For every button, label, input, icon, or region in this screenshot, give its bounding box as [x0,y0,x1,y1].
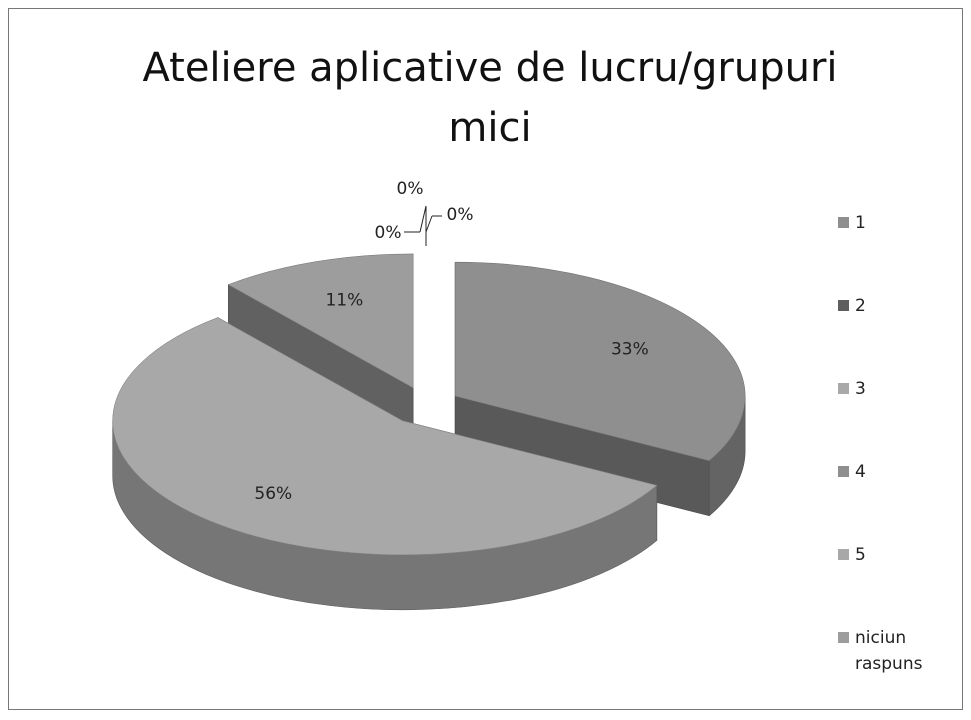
legend-swatch [838,466,849,477]
data-label: 0% [447,205,474,225]
legend-swatch [838,300,849,311]
legend-item: 1 [838,210,925,236]
data-label: 0% [397,179,424,199]
legend-item: 5 [838,542,925,568]
legend-swatch [838,632,849,643]
legend-item: 2 [838,293,925,319]
legend-label: 1 [855,213,866,233]
legend-label: niciun raspuns [855,628,923,674]
legend-item: 3 [838,376,925,402]
legend-item: niciun raspuns [838,625,925,677]
pie-tops [112,253,746,556]
legend-label: 2 [855,296,866,316]
legend-label: 5 [855,545,866,565]
leader-line [425,215,433,233]
chart-title: Ateliere aplicative de lucru/grupuri mic… [142,45,838,151]
slice [454,261,746,462]
slice [112,317,658,556]
legend-label: 3 [855,379,866,399]
legend-label: 4 [855,462,866,482]
data-label: 11% [325,291,363,311]
legend-item: 4 [838,459,925,485]
legend-swatch [838,383,849,394]
data-label: 33% [611,339,649,359]
slice [227,253,414,389]
chart-frame [8,8,963,710]
data-label: 56% [254,484,292,504]
legend-swatch [838,217,849,228]
leader-line [419,205,427,233]
zero-leaders [404,205,442,246]
data-label: 0% [375,223,402,243]
legend-swatch [838,549,849,560]
